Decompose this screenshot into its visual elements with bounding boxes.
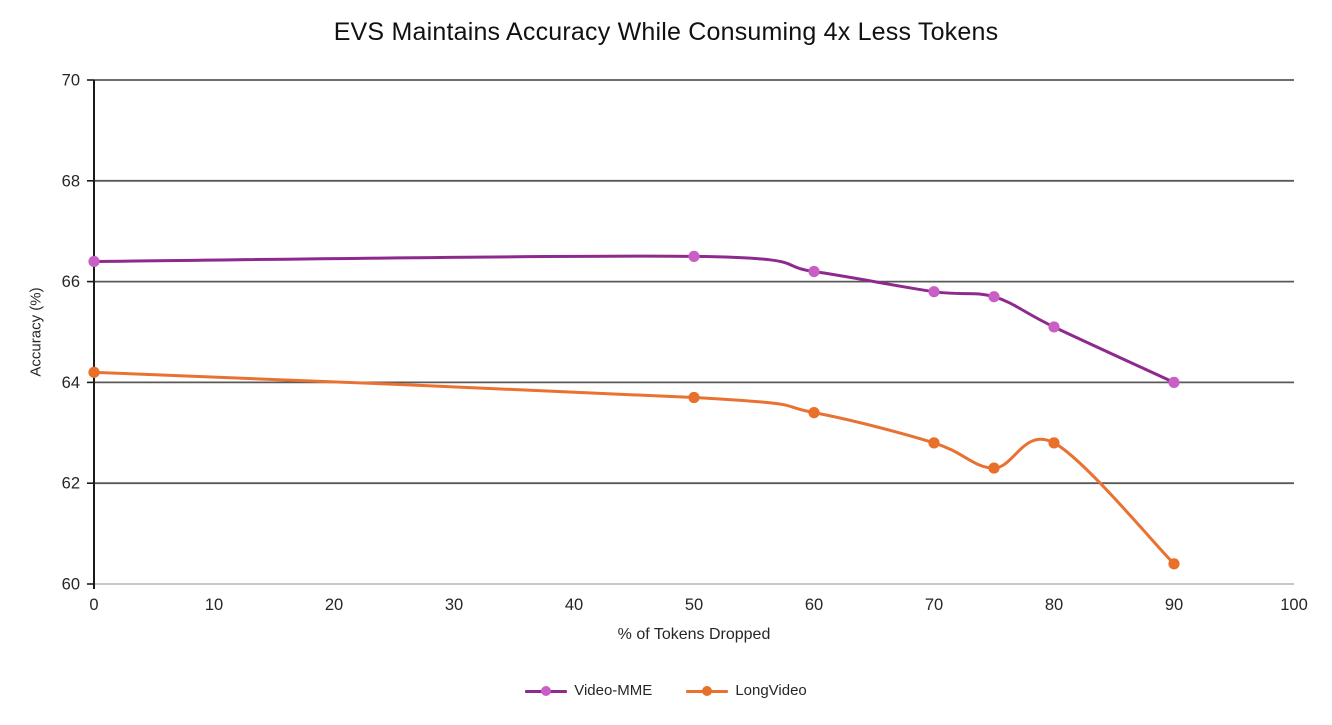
x-tick-label: 100 [1280,596,1308,614]
data-point-longvideo [1048,437,1060,449]
y-tick-label: 62 [62,475,80,493]
legend-item-video-mme: Video-MME [525,682,652,699]
data-point-video-mme [688,250,700,262]
data-point-longvideo [88,366,100,378]
data-point-longvideo [988,462,1000,474]
y-axis-title: Accuracy (%) [27,287,45,377]
y-tick-label: 60 [62,576,80,594]
legend: Video-MME LongVideo [0,682,1332,699]
legend-item-longvideo: LongVideo [686,682,807,699]
series-line-video-mme [92,254,1176,384]
x-tick-label: 70 [925,596,943,614]
y-tick-label: 68 [62,172,80,190]
data-point-video-mme [1048,321,1060,333]
legend-label-longvideo: LongVideo [735,682,807,699]
series-line-longvideo [92,370,1176,566]
legend-marker-video-mme [525,685,568,697]
x-tick-label: 30 [445,596,463,614]
x-tick-label: 40 [565,596,583,614]
x-tick-label: 60 [805,596,823,614]
x-tick-label: 50 [685,596,703,614]
legend-dot-swatch [702,685,713,696]
x-tick-label: 20 [325,596,343,614]
data-point-longvideo [808,407,820,419]
data-point-longvideo [1168,558,1180,570]
data-point-longvideo [688,391,700,404]
y-tick-label: 64 [62,374,80,392]
x-tick-label: 90 [1165,596,1183,614]
x-tick-label: 80 [1045,596,1063,614]
chart-title: EVS Maintains Accuracy While Consuming 4… [333,18,999,46]
data-point-video-mme [808,265,820,278]
legend-label-video-mme: Video-MME [574,682,653,699]
legend-marker-longvideo [686,685,729,697]
x-axis-title: % of Tokens Dropped [617,626,771,643]
y-tick-label: 66 [62,273,80,291]
data-point-video-mme [988,291,1000,303]
legend-dot-swatch [541,685,552,696]
x-tick-label: 10 [205,596,223,614]
x-tick-label: 0 [89,596,98,614]
data-point-longvideo [928,437,940,449]
data-point-video-mme [928,286,940,298]
y-tick-label: 70 [62,72,80,90]
data-point-video-mme [1168,376,1180,388]
data-point-video-mme [88,255,100,268]
